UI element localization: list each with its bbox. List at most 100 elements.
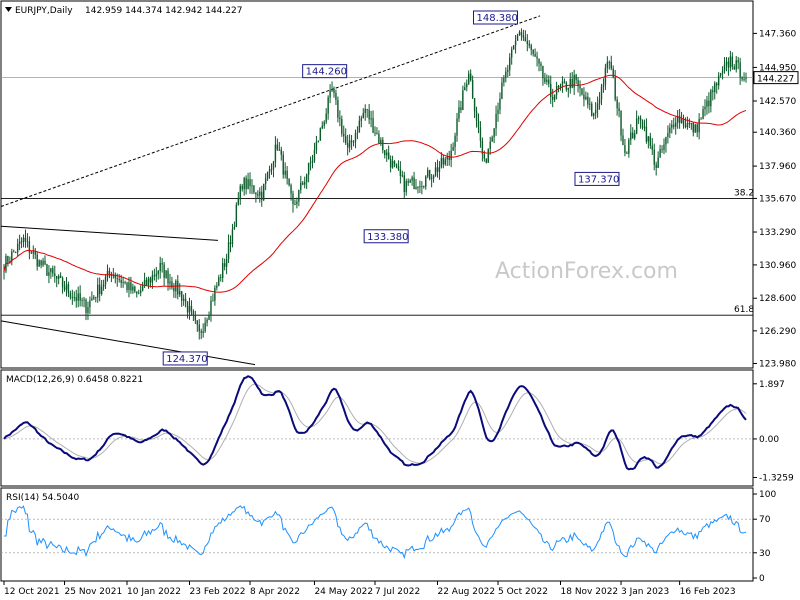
candle	[378, 130, 380, 144]
price-label: 137.370	[574, 171, 620, 186]
y-tick-label: 133.290	[759, 228, 796, 238]
candle-body	[376, 133, 378, 134]
candle-body	[315, 141, 318, 150]
candle	[737, 56, 739, 70]
candle	[237, 192, 240, 206]
candle	[471, 75, 474, 100]
candle	[481, 137, 484, 162]
candle-body	[104, 277, 107, 285]
candle	[280, 146, 282, 161]
candle-body	[239, 185, 241, 200]
x-tick-label: 23 Feb 2022	[190, 587, 246, 597]
candle	[202, 323, 204, 338]
candle-body	[510, 49, 513, 58]
rsi-y-tick-label: 100	[759, 490, 776, 500]
macd-panel-frame	[0, 369, 754, 487]
candle	[346, 134, 349, 156]
candle-body	[266, 172, 269, 179]
candle	[503, 74, 505, 87]
candle	[126, 281, 128, 293]
candle-body	[360, 118, 363, 121]
candle	[132, 283, 134, 294]
candle-body	[7, 256, 9, 263]
candle	[616, 96, 618, 116]
candle	[505, 67, 507, 83]
candle	[348, 134, 351, 153]
candle-body	[345, 136, 347, 144]
candle-body	[499, 98, 501, 110]
chart-menu-triangle-icon[interactable]	[5, 7, 12, 12]
candle	[622, 128, 624, 146]
watermark: ActionForex.com	[495, 259, 678, 284]
candle	[210, 296, 212, 322]
candle	[583, 87, 585, 107]
candle	[684, 117, 687, 129]
candle	[692, 122, 694, 137]
candle	[220, 274, 222, 282]
candle-body	[551, 96, 554, 100]
candle	[739, 57, 741, 85]
candle-body	[69, 293, 72, 298]
candle-body	[18, 241, 21, 244]
price-label-text: 144.260	[306, 67, 347, 78]
candle-body	[270, 169, 273, 170]
candle-body	[128, 282, 130, 290]
candle-body	[159, 263, 161, 272]
candle-body	[641, 120, 644, 128]
candle-body	[227, 242, 230, 260]
candle-body	[684, 125, 687, 128]
candle-body	[518, 32, 521, 36]
candle-body	[59, 275, 62, 278]
candle-body	[735, 60, 737, 70]
x-tick-label: 10 Jan 2022	[127, 587, 181, 597]
y-tick-label: 137.960	[759, 162, 796, 172]
candle-body	[73, 297, 75, 298]
candle-body	[163, 264, 165, 278]
candle-body	[235, 204, 238, 227]
candle-body	[253, 185, 255, 193]
candle	[221, 257, 224, 283]
candle-body	[368, 109, 370, 120]
candle-body	[34, 251, 36, 255]
price-label: 133.380	[363, 229, 409, 244]
candle-body	[639, 117, 642, 121]
candle-body	[438, 167, 441, 172]
candle	[499, 92, 501, 115]
candle	[514, 35, 517, 54]
candle	[34, 247, 36, 260]
candle-body	[100, 286, 103, 294]
candle-body	[311, 160, 314, 163]
candle	[544, 72, 546, 85]
candle-body	[255, 192, 257, 195]
candle	[635, 110, 638, 135]
candle	[534, 48, 536, 58]
candle-body	[302, 182, 304, 185]
candle	[13, 249, 15, 253]
candle	[138, 289, 140, 295]
price-panel-frame	[0, 0, 754, 369]
candle-body	[682, 119, 685, 126]
candle-body	[731, 56, 734, 67]
candle-body	[206, 319, 208, 323]
candle-body	[120, 279, 122, 284]
candle-body	[290, 185, 292, 194]
candle-body	[694, 124, 696, 133]
candle	[263, 183, 265, 202]
candle	[26, 233, 29, 248]
candle	[538, 58, 540, 72]
candle	[165, 270, 167, 279]
y-tick-label: 126.290	[759, 327, 796, 337]
candle-body	[387, 152, 390, 160]
candle-body	[386, 152, 388, 156]
candle	[575, 73, 577, 84]
candle	[169, 273, 171, 290]
candle-body	[296, 201, 298, 205]
candle	[40, 259, 42, 269]
trendline-upper	[0, 225, 219, 241]
candle-body	[737, 60, 739, 63]
candle	[245, 175, 247, 195]
candle-body	[57, 275, 60, 279]
candle-body	[460, 107, 462, 111]
candle-body	[221, 263, 224, 278]
candle	[407, 178, 409, 187]
